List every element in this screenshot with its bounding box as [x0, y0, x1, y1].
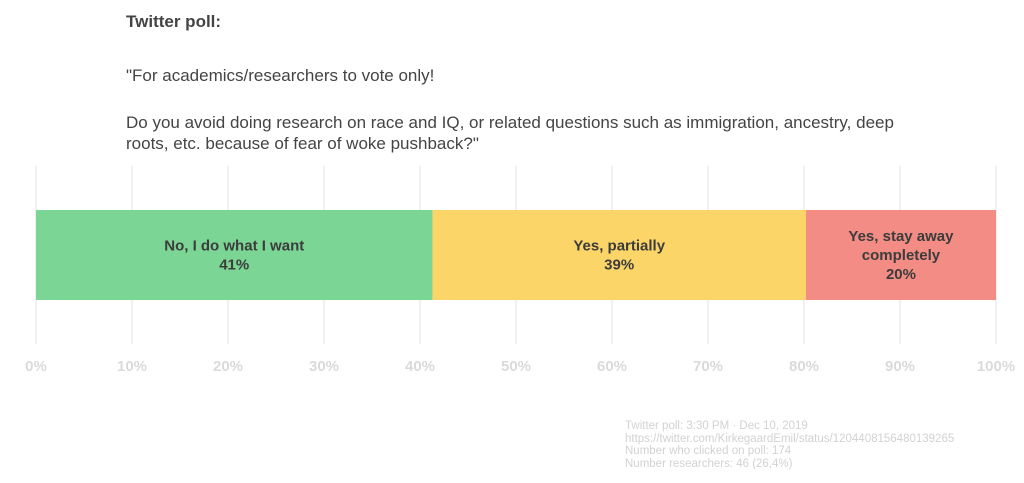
poll-question-intro: "For academics/researchers to vote only! [126, 66, 435, 85]
x-tick-label: 60% [597, 358, 627, 375]
bar-segment-label-line: No, I do what I want [164, 238, 304, 255]
x-tick-label: 100% [977, 358, 1015, 375]
x-tick-label: 90% [885, 358, 915, 375]
stacked-bar-chart: No, I do what I want 41% Yes, partially 39%… [25, 166, 1015, 375]
poll-researcher-count: Number researchers: 46 (26,4%) [625, 457, 793, 470]
bar-segment-label-line: 39% [604, 257, 634, 274]
bar-segment [805, 210, 996, 300]
bar-segment-label: Yes, stay away completely 20% [848, 228, 954, 283]
x-tick-label: 70% [693, 358, 723, 375]
bar-segment-label: Yes, partially 39% [573, 238, 665, 274]
x-tick-label: 80% [789, 358, 819, 375]
bar-segment-label-line: Yes, partially [573, 238, 665, 255]
poll-footer-notes: Twitter poll: 3:30 PM · Dec 10, 2019 htt… [625, 420, 954, 470]
poll-click-count: Number who clicked on poll: 174 [625, 445, 792, 457]
bar-segment-label-line: 20% [886, 266, 916, 283]
bar-segment-label-line: completely [862, 247, 941, 264]
chart-title: Twitter poll: [126, 12, 222, 31]
bar-segment [36, 210, 433, 300]
x-tick-label: 30% [309, 358, 339, 375]
poll-question-text: Do you avoid doing research on race and … [126, 113, 894, 153]
bar-segment-label-line: Yes, stay away [848, 228, 954, 245]
bar-segment-label: No, I do what I want 41% [164, 238, 304, 274]
bar-segment [432, 210, 806, 300]
poll-timestamp: Twitter poll: 3:30 PM · Dec 10, 2019 [625, 420, 808, 432]
x-tick-label: 40% [405, 358, 435, 375]
poll-url: https://twitter.com/KirkegaardEmil/statu… [625, 432, 955, 445]
x-tick-label: 0% [25, 358, 47, 375]
x-tick-label: 20% [213, 358, 243, 375]
x-tick-label: 10% [117, 358, 147, 375]
bar-segment-label-line: 41% [219, 257, 249, 274]
x-tick-label: 50% [501, 358, 531, 375]
